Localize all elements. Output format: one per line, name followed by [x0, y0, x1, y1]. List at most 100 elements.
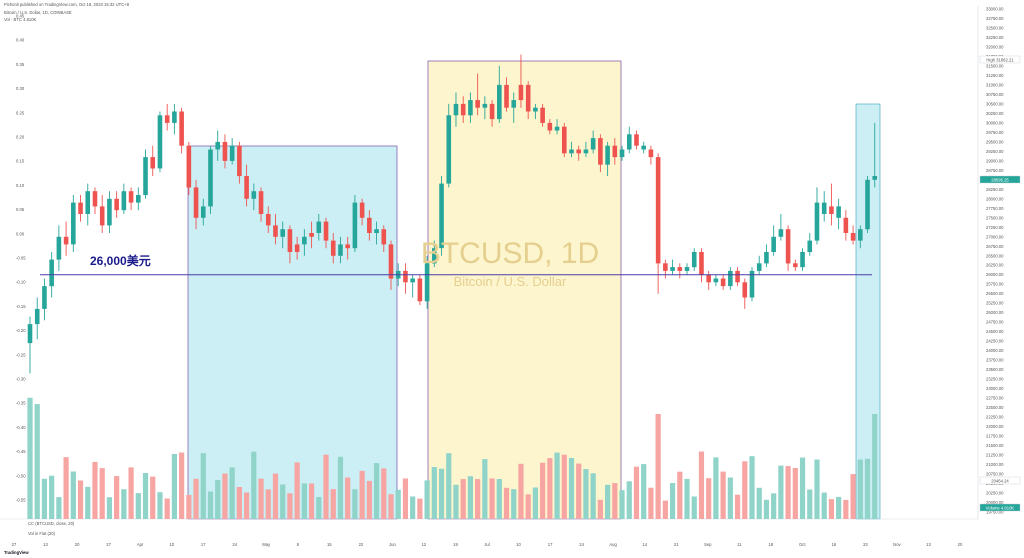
volume-bar	[742, 461, 748, 519]
candle-body	[525, 84, 531, 112]
candle-body	[417, 278, 423, 302]
y-axis-tick-label: 32750.00	[986, 16, 1004, 21]
y-axis-tick-label: 28250.00	[986, 187, 1004, 192]
x-axis-tick-label: 10	[169, 542, 174, 547]
candle-body	[793, 263, 798, 268]
candle-body	[150, 157, 156, 169]
tradingview-logo[interactable]: TradingView	[4, 550, 29, 555]
volume-bar	[438, 468, 445, 519]
volume-bar	[814, 459, 820, 519]
candle-body	[547, 122, 553, 131]
volume-bar	[373, 463, 380, 519]
volume-bar	[503, 487, 510, 519]
volume-bar	[366, 480, 372, 519]
y-axis-tick-label: 32250.00	[986, 35, 1004, 40]
candle-body	[858, 229, 863, 241]
y-axis-tick-label: 27750.00	[986, 206, 1004, 211]
candle-body	[338, 244, 343, 256]
volume-bar	[236, 487, 242, 519]
x-axis-tick-label: 20	[958, 542, 963, 547]
candle-body	[200, 206, 206, 218]
volume-bar	[229, 467, 235, 519]
candle-body	[27, 324, 33, 344]
candle-body	[583, 149, 589, 154]
candle-body	[720, 278, 726, 287]
volume-bar	[785, 466, 791, 519]
y-axis-tick-label: 23000.00	[986, 386, 1004, 391]
candle-body	[569, 149, 574, 154]
candle-body	[648, 149, 654, 158]
left-axis-tick-label: -0.25	[16, 352, 26, 357]
volume-bar	[475, 479, 481, 519]
left-axis-tick-label: -0.40	[16, 425, 26, 430]
candle-body	[323, 221, 329, 241]
volume-bar	[106, 497, 113, 519]
header-symbol: Bitcoin / U.S. Dollar, 1D, COINBASE	[4, 10, 72, 15]
candle-body	[540, 107, 545, 123]
volume-bar	[70, 471, 76, 519]
volume-bar	[706, 478, 712, 519]
candle-body	[641, 145, 646, 150]
y-axis-tick-label: 20750.00	[986, 472, 1004, 477]
candle-body	[85, 191, 91, 214]
candle-body	[128, 191, 134, 203]
volume-bar	[662, 500, 668, 519]
volume-bar	[771, 493, 777, 519]
volume-bar	[85, 486, 91, 519]
left-axis-tick-label: 0.20	[16, 135, 25, 140]
left-axis-tick-label: 0.40	[16, 38, 25, 43]
volume-bar	[532, 487, 538, 519]
candle-body	[728, 270, 733, 287]
candle-body	[403, 270, 408, 283]
x-axis-tick-label: Jul	[484, 542, 489, 547]
x-axis-tick-label: Jun	[389, 542, 396, 547]
x-axis-tick-label: 17	[548, 542, 553, 547]
y-axis-tick-label: 19750.00	[986, 510, 1004, 515]
volume-bar	[727, 477, 733, 519]
volume-bar	[128, 467, 134, 519]
candle-body	[590, 138, 596, 150]
y-axis-tick-label: 25750.00	[986, 282, 1004, 287]
candle-body	[251, 191, 257, 199]
candle-body	[598, 138, 603, 165]
volume-bar	[568, 458, 575, 519]
y-axis-tick-label: 21500.00	[986, 443, 1004, 448]
left-axis-tick-label: -0.50	[16, 473, 26, 478]
y-axis-tick-label: 22750.00	[986, 396, 1004, 401]
volume-bar	[821, 492, 827, 519]
volume-bar	[713, 457, 719, 519]
y-axis-tick-label: 32500.00	[986, 26, 1004, 31]
volume-bar	[417, 498, 423, 519]
watermark-symbol: BTCUSD, 1D	[421, 237, 599, 270]
candle-body	[287, 229, 293, 252]
y-axis-tick-label: 24750.00	[986, 320, 1004, 325]
volume-bar	[482, 459, 488, 519]
candle-body	[778, 229, 784, 237]
candle-body	[92, 191, 98, 207]
y-axis-tick-label: 27500.00	[986, 215, 1004, 220]
x-axis-tick-label: 8	[297, 542, 300, 547]
candle-body	[807, 240, 813, 252]
y-axis-tick-label: 20250.00	[986, 491, 1004, 496]
candle-body	[56, 236, 62, 260]
volume-bar	[626, 481, 632, 519]
candle-body	[518, 84, 524, 101]
x-axis-tick-label: 13	[926, 542, 931, 547]
candle-body	[302, 236, 307, 245]
y-axis-tick-label: 25500.00	[986, 291, 1004, 296]
x-axis-tick-label: 24	[579, 542, 584, 547]
y-axis-tick-label: 20000.00	[986, 500, 1004, 505]
candle-body	[439, 183, 444, 249]
x-axis-tick-label: 21	[674, 542, 679, 547]
y-axis-tick-label: 26000.00	[986, 272, 1004, 277]
volume-bar	[337, 456, 344, 519]
x-axis-tick-label: 10	[516, 542, 521, 547]
candle-body	[821, 202, 827, 214]
price-tag-label: 20464.24	[991, 479, 1009, 484]
volume-bar	[49, 475, 55, 519]
volume-bar	[561, 454, 567, 519]
candle-body	[352, 202, 358, 249]
volume-bar	[691, 496, 697, 519]
candle-body	[71, 202, 76, 245]
